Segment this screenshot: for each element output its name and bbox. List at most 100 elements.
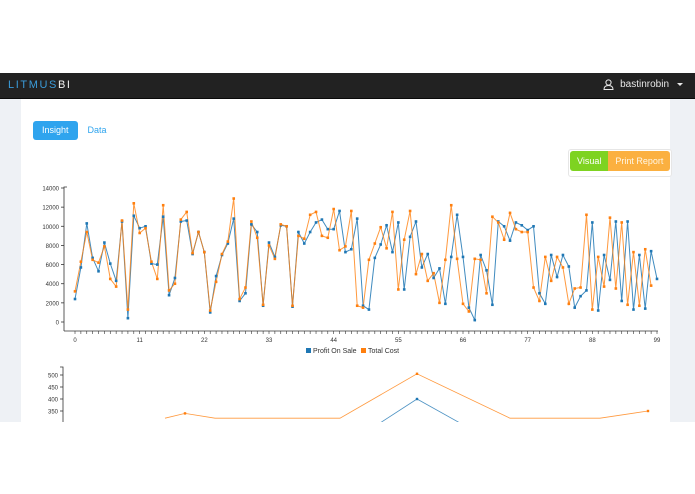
data-point[interactable] <box>183 412 187 415</box>
data-point[interactable] <box>397 221 400 224</box>
data-point[interactable] <box>526 230 529 234</box>
brand-logo[interactable]: LITMUSBI <box>8 79 72 91</box>
data-point[interactable] <box>91 256 94 260</box>
data-point[interactable] <box>314 210 318 214</box>
data-point[interactable] <box>520 230 524 234</box>
data-point[interactable] <box>549 253 553 257</box>
data-point[interactable] <box>602 285 606 288</box>
data-point[interactable] <box>638 253 641 257</box>
data-point[interactable] <box>185 210 188 214</box>
data-point[interactable] <box>449 203 453 207</box>
data-point[interactable] <box>549 279 553 283</box>
data-point[interactable] <box>208 311 212 314</box>
data-point[interactable] <box>320 234 324 238</box>
data-point[interactable] <box>214 280 218 284</box>
data-point[interactable] <box>373 242 377 245</box>
user-menu[interactable]: bastinrobin <box>603 79 683 90</box>
data-point[interactable] <box>285 224 288 228</box>
data-point[interactable] <box>538 299 541 303</box>
data-point[interactable] <box>344 245 347 248</box>
data-point[interactable] <box>97 261 100 264</box>
data-point[interactable] <box>561 266 565 269</box>
data-point[interactable] <box>297 230 300 234</box>
data-point[interactable] <box>620 299 624 303</box>
data-point[interactable] <box>397 288 400 291</box>
data-point[interactable] <box>332 227 335 231</box>
data-point[interactable] <box>126 308 130 311</box>
data-point[interactable] <box>573 306 576 309</box>
data-point[interactable] <box>602 253 606 257</box>
data-point[interactable] <box>643 247 647 251</box>
data-point[interactable] <box>361 304 365 308</box>
data-point[interactable] <box>144 226 147 230</box>
data-point[interactable] <box>432 276 435 280</box>
data-point[interactable] <box>103 241 106 244</box>
data-point[interactable] <box>485 269 488 272</box>
data-point[interactable] <box>408 235 412 239</box>
data-point[interactable] <box>655 277 659 281</box>
data-point[interactable] <box>402 288 406 291</box>
data-point[interactable] <box>420 252 424 256</box>
data-point[interactable] <box>326 236 330 240</box>
data-point[interactable] <box>596 255 600 259</box>
data-point[interactable] <box>173 276 177 280</box>
data-point[interactable] <box>414 220 418 223</box>
data-point[interactable] <box>555 255 559 259</box>
data-point[interactable] <box>502 238 506 241</box>
data-point[interactable] <box>108 277 112 281</box>
data-point[interactable] <box>350 209 353 213</box>
data-point[interactable] <box>473 318 477 322</box>
data-point[interactable] <box>591 221 594 224</box>
data-point[interactable] <box>279 223 283 226</box>
data-point[interactable] <box>438 301 441 305</box>
data-point[interactable] <box>308 213 312 217</box>
data-point[interactable] <box>108 262 112 265</box>
data-point[interactable] <box>414 272 418 276</box>
data-point[interactable] <box>567 265 571 268</box>
data-point[interactable] <box>585 289 588 292</box>
data-point[interactable] <box>485 291 488 295</box>
data-point[interactable] <box>391 210 394 214</box>
data-point[interactable] <box>344 250 347 254</box>
data-point[interactable] <box>73 290 77 293</box>
data-point[interactable] <box>514 221 518 224</box>
data-point[interactable] <box>444 258 447 262</box>
data-point[interactable] <box>449 255 453 259</box>
data-point[interactable] <box>308 230 312 234</box>
data-point[interactable] <box>232 217 236 220</box>
data-point[interactable] <box>132 202 136 205</box>
data-point[interactable] <box>408 209 412 213</box>
data-point[interactable] <box>73 297 77 301</box>
data-point[interactable] <box>302 237 306 241</box>
data-point[interactable] <box>350 247 353 251</box>
data-point[interactable] <box>273 255 277 259</box>
data-point[interactable] <box>238 299 241 303</box>
data-point[interactable] <box>646 409 650 413</box>
data-point[interactable] <box>544 302 547 306</box>
data-point[interactable] <box>591 308 594 311</box>
data-point[interactable] <box>355 217 359 220</box>
data-point[interactable] <box>238 297 241 301</box>
data-point[interactable] <box>250 220 253 223</box>
data-point[interactable] <box>185 219 188 222</box>
data-point[interactable] <box>91 258 94 262</box>
data-point[interactable] <box>291 304 294 308</box>
data-point[interactable] <box>379 243 382 246</box>
data-point[interactable] <box>232 197 236 200</box>
data-point[interactable] <box>150 260 153 263</box>
data-point[interactable] <box>614 287 618 290</box>
data-point[interactable] <box>250 223 253 226</box>
data-point[interactable] <box>138 226 141 230</box>
data-point[interactable] <box>179 220 183 223</box>
data-point[interactable] <box>579 286 582 289</box>
data-point[interactable] <box>643 307 647 310</box>
data-point[interactable] <box>167 293 171 297</box>
data-point[interactable] <box>179 218 183 221</box>
data-point[interactable] <box>79 260 83 263</box>
data-point[interactable] <box>302 242 306 245</box>
data-point[interactable] <box>455 257 459 261</box>
data-point[interactable] <box>332 207 335 211</box>
data-point[interactable] <box>161 203 165 207</box>
data-point[interactable] <box>608 278 612 282</box>
data-point[interactable] <box>415 397 419 401</box>
